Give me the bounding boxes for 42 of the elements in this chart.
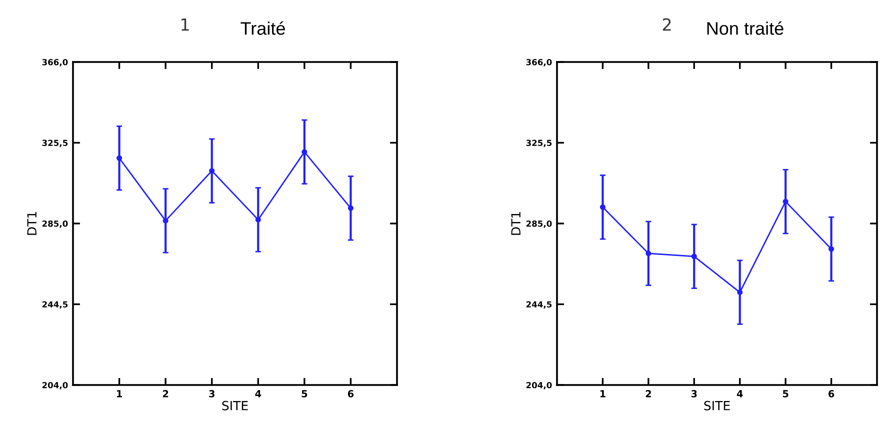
x-tick-label: 1 — [600, 390, 606, 398]
point — [600, 204, 606, 210]
y-tick-label: 285,0 — [42, 220, 68, 228]
x-tick-label: 5 — [782, 390, 788, 398]
point — [646, 250, 652, 256]
y-axis-title: DT1 — [27, 212, 36, 235]
point — [782, 198, 788, 204]
x-tick-label: 3 — [209, 390, 214, 398]
point — [209, 168, 215, 174]
y-tick-label: 366,0 — [526, 58, 552, 66]
point — [255, 216, 261, 222]
chart-title: Non traité — [707, 21, 784, 35]
point — [348, 205, 354, 211]
x-tick-label: 4 — [736, 390, 743, 398]
y-tick-label: 204,0 — [526, 382, 552, 390]
point — [691, 254, 697, 260]
x-tick-label: 6 — [348, 390, 354, 398]
x-tick-label: 1 — [117, 390, 122, 398]
x-tick-label: 3 — [691, 390, 697, 398]
y-tick-label: 325,5 — [526, 140, 552, 148]
y-tick-label: 285,0 — [526, 220, 552, 228]
chart-title: Traité — [240, 21, 285, 35]
x-tick-label: 5 — [302, 390, 308, 398]
x-tick-label: 6 — [828, 390, 834, 398]
text: 2 — [662, 18, 671, 31]
x-axis-title: SITE — [704, 400, 730, 410]
point — [162, 218, 168, 224]
x-tick-label: 2 — [646, 390, 651, 398]
text: 1 — [182, 18, 189, 31]
point — [737, 290, 743, 296]
y-axis-title: DT1 — [511, 212, 520, 235]
y-tick-label: 244,5 — [42, 301, 68, 309]
x-axis-title: SITE — [222, 400, 248, 410]
y-tick-label: 366,0 — [42, 58, 68, 66]
point — [302, 149, 308, 155]
y-tick-label: 325,5 — [42, 140, 68, 148]
point — [116, 155, 122, 161]
y-tick-label: 204,0 — [42, 382, 68, 390]
x-tick-label: 4 — [255, 390, 262, 398]
y-tick-label: 244,5 — [526, 301, 552, 309]
point — [828, 246, 834, 252]
x-tick-label: 2 — [162, 390, 168, 398]
